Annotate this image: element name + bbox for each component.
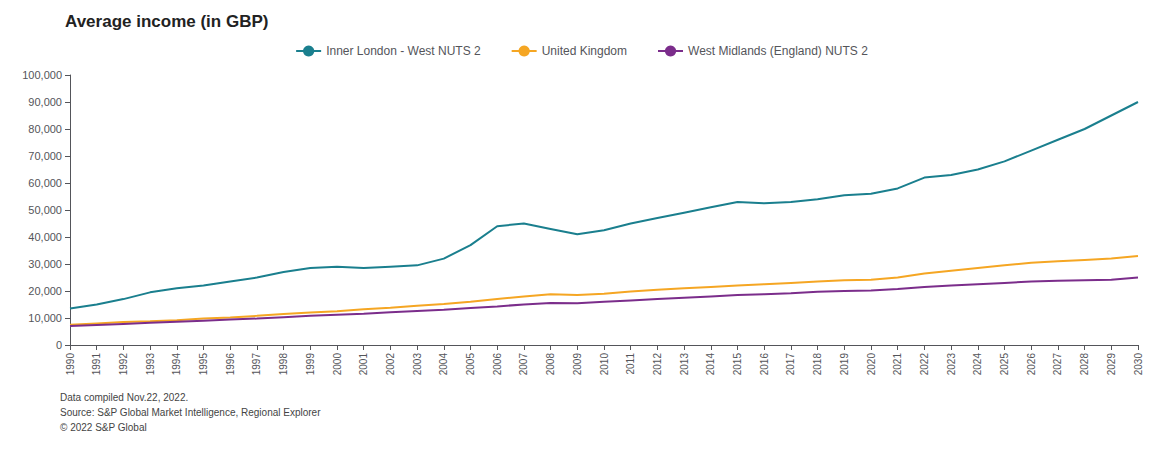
svg-text:2002: 2002: [385, 353, 396, 376]
svg-text:2026: 2026: [1026, 353, 1037, 376]
svg-text:2020: 2020: [866, 353, 877, 376]
svg-text:2025: 2025: [999, 353, 1010, 376]
svg-text:1995: 1995: [198, 353, 209, 376]
svg-text:60,000: 60,000: [28, 177, 62, 189]
svg-text:2006: 2006: [492, 353, 503, 376]
svg-text:100,000: 100,000: [22, 69, 62, 81]
svg-text:© 2022 S&P Global: © 2022 S&P Global: [60, 422, 147, 433]
svg-text:1998: 1998: [278, 353, 289, 376]
svg-text:2015: 2015: [732, 353, 743, 376]
svg-text:30,000: 30,000: [28, 258, 62, 270]
svg-text:1994: 1994: [171, 353, 182, 376]
svg-text:2019: 2019: [839, 353, 850, 376]
svg-text:2001: 2001: [358, 353, 369, 376]
svg-text:40,000: 40,000: [28, 231, 62, 243]
svg-text:2017: 2017: [785, 353, 796, 376]
svg-text:2008: 2008: [545, 353, 556, 376]
svg-text:2005: 2005: [465, 353, 476, 376]
svg-text:2029: 2029: [1106, 353, 1117, 376]
svg-text:50,000: 50,000: [28, 204, 62, 216]
svg-text:2018: 2018: [812, 353, 823, 376]
svg-text:2004: 2004: [438, 353, 449, 376]
svg-text:West Midlands (England) NUTS 2: West Midlands (England) NUTS 2: [688, 44, 868, 58]
svg-text:1996: 1996: [225, 353, 236, 376]
svg-text:70,000: 70,000: [28, 150, 62, 162]
svg-text:80,000: 80,000: [28, 123, 62, 135]
svg-text:2003: 2003: [412, 353, 423, 376]
svg-text:2023: 2023: [946, 353, 957, 376]
svg-text:2021: 2021: [892, 353, 903, 376]
svg-text:2028: 2028: [1079, 353, 1090, 376]
svg-text:2030: 2030: [1133, 353, 1144, 376]
svg-text:Data compiled Nov.22, 2022.: Data compiled Nov.22, 2022.: [60, 392, 188, 403]
svg-text:0: 0: [56, 339, 62, 351]
svg-text:Inner London - West NUTS 2: Inner London - West NUTS 2: [326, 44, 481, 58]
svg-text:1992: 1992: [118, 353, 129, 376]
svg-text:Source: S&P Global Market Inte: Source: S&P Global Market Intelligence, …: [60, 407, 321, 418]
svg-text:2013: 2013: [679, 353, 690, 376]
svg-text:2022: 2022: [919, 353, 930, 376]
svg-text:1997: 1997: [251, 353, 262, 376]
svg-text:1993: 1993: [145, 353, 156, 376]
svg-text:Average income (in GBP): Average income (in GBP): [65, 12, 268, 31]
svg-text:2007: 2007: [518, 353, 529, 376]
svg-text:2016: 2016: [759, 353, 770, 376]
svg-text:1999: 1999: [305, 353, 316, 376]
svg-text:2027: 2027: [1052, 353, 1063, 376]
svg-text:2010: 2010: [599, 353, 610, 376]
svg-text:20,000: 20,000: [28, 285, 62, 297]
svg-text:10,000: 10,000: [28, 312, 62, 324]
svg-text:2011: 2011: [625, 353, 636, 375]
svg-text:1991: 1991: [91, 353, 102, 376]
svg-text:2012: 2012: [652, 353, 663, 376]
svg-text:1990: 1990: [65, 353, 76, 376]
svg-text:2014: 2014: [705, 353, 716, 376]
svg-text:United Kingdom: United Kingdom: [542, 44, 627, 58]
svg-text:2024: 2024: [972, 353, 983, 376]
svg-text:2009: 2009: [572, 353, 583, 376]
svg-text:2000: 2000: [332, 353, 343, 376]
svg-text:90,000: 90,000: [28, 96, 62, 108]
